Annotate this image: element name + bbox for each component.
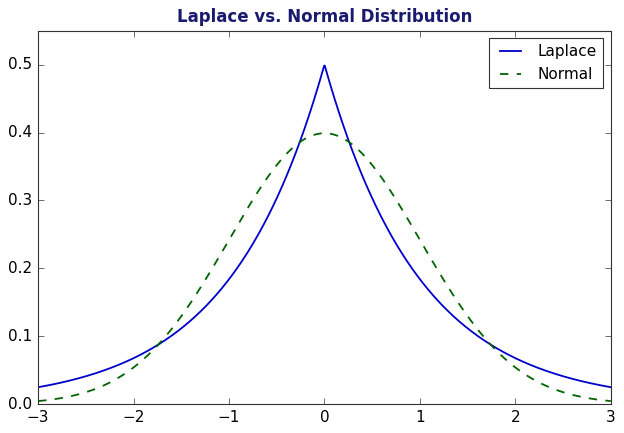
Laplace bbox=[93, 370, 100, 375]
Laplace bbox=[34, 385, 42, 390]
Laplace bbox=[482, 339, 489, 344]
Normal bbox=[321, 131, 328, 136]
Normal bbox=[34, 398, 42, 404]
Laplace bbox=[428, 291, 436, 297]
Normal bbox=[492, 347, 499, 352]
Laplace bbox=[492, 345, 499, 350]
Laplace bbox=[286, 164, 294, 169]
Normal bbox=[428, 258, 436, 263]
Line: Laplace: Laplace bbox=[38, 66, 611, 387]
Laplace bbox=[607, 385, 615, 390]
Line: Normal: Normal bbox=[38, 133, 611, 401]
Normal bbox=[286, 147, 294, 152]
Normal bbox=[266, 172, 273, 177]
Normal bbox=[607, 398, 615, 404]
Legend: Laplace, Normal: Laplace, Normal bbox=[489, 38, 603, 88]
Title: Laplace vs. Normal Distribution: Laplace vs. Normal Distribution bbox=[177, 8, 472, 26]
Laplace bbox=[266, 210, 273, 215]
Laplace bbox=[321, 63, 328, 68]
Normal bbox=[482, 336, 489, 341]
Normal bbox=[93, 386, 100, 391]
